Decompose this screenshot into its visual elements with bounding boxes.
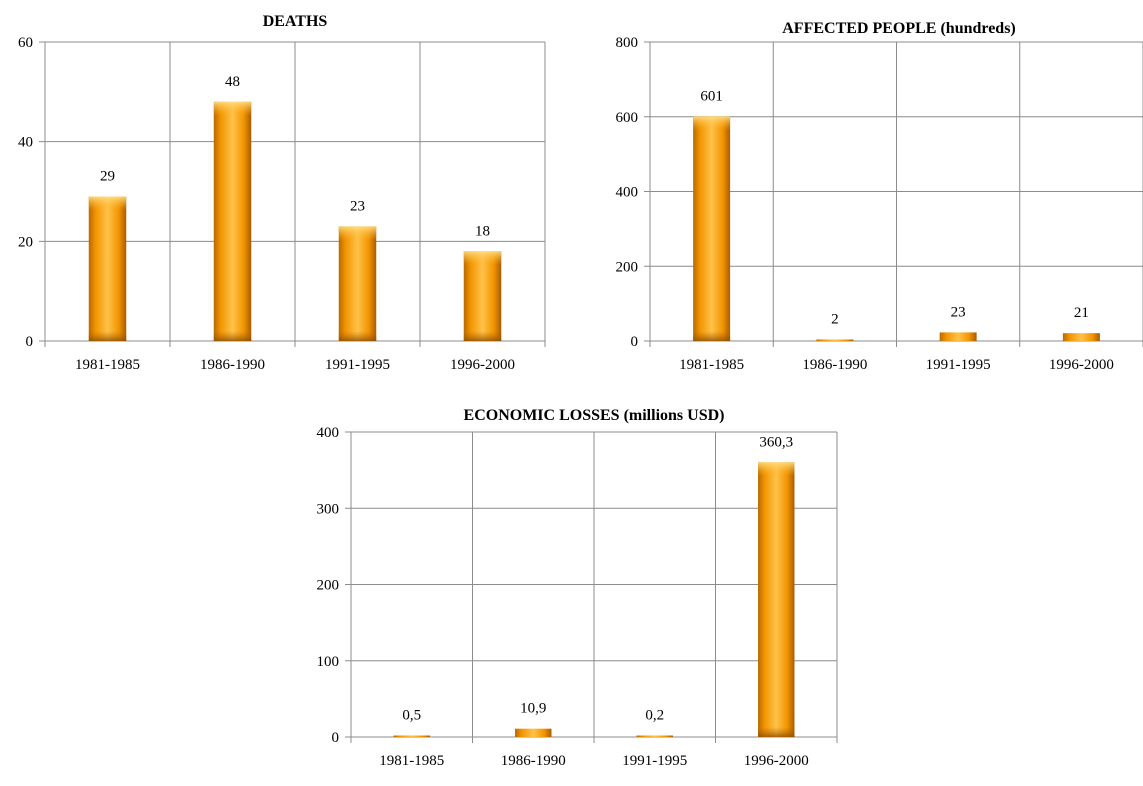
x-tick-label: 1981-1985: [379, 753, 444, 769]
chart-affected-people: AFFECTED PEOPLE (hundreds) 0 200 400 600 800…: [616, 20, 1143, 373]
x-tick-label: 1986-1990: [802, 357, 867, 373]
y-tick-label: 0: [26, 334, 34, 350]
bar-highlight: [758, 462, 795, 477]
bar-1991-1995: [636, 735, 673, 737]
x-tick-label: 1981-1985: [75, 357, 140, 373]
bar-body: [636, 735, 673, 737]
y-tick-label: 0: [332, 730, 340, 746]
bar-1996-2000: [758, 462, 795, 737]
data-label: 0,2: [645, 708, 664, 724]
y-tick-label: 300: [317, 501, 340, 517]
bar-highlight: [463, 251, 502, 266]
data-label: 18: [475, 223, 490, 239]
y-tick-label: 400: [317, 425, 340, 441]
bar-1996-2000: [1062, 333, 1100, 341]
bar-body: [213, 101, 252, 341]
bar-body: [1062, 333, 1100, 341]
bar-1991-1995: [939, 332, 977, 341]
data-label: 48: [225, 74, 240, 90]
bar-1981-1985: [393, 735, 430, 737]
chart-title: DEATHS: [263, 13, 328, 30]
y-tick-label: 400: [616, 185, 639, 201]
y-tick-label: 200: [317, 578, 340, 594]
bar-shadow: [463, 331, 502, 341]
bar-1981-1985: [693, 116, 731, 341]
x-tick-label: 1996-2000: [1049, 357, 1114, 373]
y-tick-label: 20: [18, 234, 33, 250]
bar-shadow: [338, 331, 377, 341]
x-tick-label: 1991-1995: [622, 753, 687, 769]
bar-1986-1990: [515, 728, 552, 737]
data-label: 601: [700, 88, 723, 104]
bar-highlight: [213, 101, 252, 116]
bar-highlight: [338, 226, 377, 241]
bar-shadow: [213, 331, 252, 341]
bar-body: [338, 226, 377, 341]
data-label: 29: [100, 168, 115, 184]
chart-deaths: DEATHS 0 20 40 60 29 1981-1985 48 1986-1990 23 19…: [18, 13, 546, 373]
data-label: 2: [831, 312, 839, 328]
bar-body: [393, 735, 430, 737]
bar-body: [515, 728, 552, 737]
bar-1991-1995: [338, 226, 377, 341]
bar-highlight: [693, 116, 731, 131]
x-tick-label: 1981-1985: [679, 357, 744, 373]
bar-body: [758, 462, 795, 737]
y-tick-label: 0: [631, 334, 639, 350]
bar-highlight: [88, 196, 127, 211]
bar-body: [816, 339, 854, 341]
data-label: 10,9: [520, 701, 546, 717]
x-tick-label: 1986-1990: [501, 753, 566, 769]
bar-1986-1990: [816, 339, 854, 341]
y-tick-label: 800: [616, 35, 639, 51]
data-label: 23: [951, 304, 966, 320]
x-tick-label: 1996-2000: [450, 357, 515, 373]
data-label: 21: [1074, 305, 1089, 321]
y-tick-label: 40: [18, 135, 33, 151]
data-label: 23: [350, 198, 365, 214]
bar-shadow: [88, 331, 127, 341]
y-tick-label: 100: [317, 654, 340, 670]
bar-body: [693, 116, 731, 341]
bar-body: [88, 196, 127, 341]
bar-shadow: [758, 727, 795, 737]
bar-shadow: [693, 331, 731, 341]
x-tick-label: 1986-1990: [200, 357, 265, 373]
bar-1986-1990: [213, 101, 252, 341]
data-label: 0,5: [402, 708, 421, 724]
y-tick-label: 600: [616, 110, 639, 126]
x-tick-label: 1991-1995: [325, 357, 390, 373]
x-tick-label: 1996-2000: [744, 753, 809, 769]
chart-economic-losses: ECONOMIC LOSSES (millions USD) 0 100 200 30…: [317, 407, 838, 769]
bar-body: [463, 251, 502, 341]
bar-1996-2000: [463, 251, 502, 341]
bar-1981-1985: [88, 196, 127, 341]
x-tick-label: 1991-1995: [926, 357, 991, 373]
y-tick-label: 60: [18, 35, 33, 51]
chart-title: AFFECTED PEOPLE (hundreds): [782, 20, 1016, 37]
bar-body: [939, 332, 977, 341]
data-label: 360,3: [759, 434, 793, 450]
chart-title: ECONOMIC LOSSES (millions USD): [464, 407, 725, 424]
y-tick-label: 200: [616, 259, 639, 275]
